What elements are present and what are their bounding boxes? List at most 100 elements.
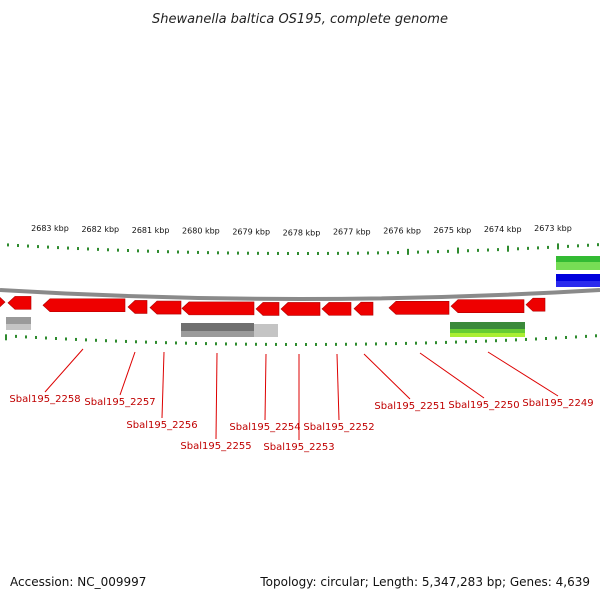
tick-mark bbox=[25, 335, 27, 339]
gene-arrow-sbal195-2250 bbox=[388, 301, 450, 315]
tick-mark bbox=[195, 341, 197, 345]
tick-mark bbox=[207, 251, 209, 255]
gene-arrow-sbal195-2253 bbox=[280, 302, 321, 316]
tick-mark bbox=[47, 245, 49, 249]
tick-mark bbox=[427, 250, 429, 254]
map-title: Shewanella baltica OS195, complete genom… bbox=[152, 12, 448, 27]
gene-label: Sbal195_2253 bbox=[263, 442, 334, 453]
gene-leader-line bbox=[487, 351, 559, 397]
gene-arrow-sbal195-2258 bbox=[42, 298, 126, 313]
tick-mark bbox=[175, 341, 177, 345]
blue-feature bbox=[556, 274, 600, 281]
gene-leader-line bbox=[336, 353, 340, 421]
scale-label: 2679 kbp bbox=[232, 228, 270, 237]
tick-mark bbox=[555, 336, 557, 340]
tick-mark bbox=[87, 247, 89, 251]
outer-tick-ring bbox=[7, 243, 599, 255]
tick-mark bbox=[345, 342, 347, 346]
tick-mark bbox=[235, 342, 237, 346]
gene-arrow-sbal195-2256 bbox=[149, 300, 182, 315]
tick-mark bbox=[535, 337, 537, 341]
blue-feature-shade bbox=[556, 281, 600, 287]
tick-mark bbox=[567, 244, 569, 248]
tick-mark bbox=[435, 341, 437, 345]
tick-mark bbox=[477, 248, 479, 252]
gene-label: Sbal195_2256 bbox=[126, 420, 197, 431]
tick-mark bbox=[335, 342, 337, 346]
tick-mark bbox=[337, 251, 339, 255]
gene-leader-line bbox=[419, 352, 485, 399]
tick-mark bbox=[275, 342, 277, 346]
scale-labels: 2683 kbp 2682 kbp 2681 kbp 2680 kbp 2679 kbp… bbox=[31, 224, 572, 238]
tick-mark bbox=[45, 336, 47, 340]
tick-mark bbox=[547, 245, 549, 249]
tick-mark bbox=[217, 251, 219, 255]
tick-mark bbox=[287, 251, 289, 255]
tick-mark bbox=[205, 342, 207, 346]
gene-arrow-sbal195-2249 bbox=[450, 299, 525, 313]
tick-mark bbox=[375, 342, 377, 346]
tick-mark bbox=[57, 246, 59, 250]
scale-label: 2682 kbp bbox=[81, 225, 119, 234]
scale-label: 2683 kbp bbox=[31, 224, 69, 233]
gene-arrow-sbal195-2251 bbox=[353, 301, 374, 316]
tick-mark bbox=[447, 249, 449, 253]
tick-mark bbox=[55, 336, 57, 340]
genome-summary-text: Topology: circular; Length: 5,347,283 bp… bbox=[259, 575, 590, 589]
gene-arrow-partial bbox=[0, 297, 6, 308]
tick-mark bbox=[445, 340, 447, 344]
tick-mark bbox=[357, 251, 359, 255]
tick-mark bbox=[277, 251, 279, 255]
tick-mark bbox=[305, 342, 307, 346]
gene-arrow-sbal195-2254 bbox=[255, 302, 280, 316]
scale-label: 2678 kbp bbox=[283, 229, 321, 238]
green-feature-shade bbox=[450, 329, 525, 333]
feature-track bbox=[0, 256, 600, 337]
gene-label: Sbal195_2251 bbox=[374, 401, 445, 412]
tick-mark bbox=[585, 334, 587, 338]
tick-mark bbox=[575, 335, 577, 339]
scale-label: 2681 kbp bbox=[132, 226, 170, 235]
tick-mark bbox=[167, 250, 169, 254]
gray-feature-shade bbox=[181, 331, 254, 337]
tick-mark bbox=[15, 334, 17, 338]
gene-label: Sbal195_2249 bbox=[522, 398, 593, 409]
tick-mark bbox=[265, 342, 267, 346]
gene-leader-line bbox=[363, 353, 411, 400]
tick-mark bbox=[245, 342, 247, 346]
tick-mark bbox=[347, 251, 349, 255]
gene-leader-line bbox=[119, 351, 136, 396]
gene-arrow bbox=[7, 296, 32, 310]
tick-mark bbox=[37, 245, 39, 249]
gene-label: Sbal195_2252 bbox=[303, 422, 374, 433]
gene-label: Sbal195_2254 bbox=[229, 422, 300, 433]
tick-mark bbox=[95, 338, 97, 342]
tick-mark bbox=[387, 251, 389, 255]
gene-label: Sbal195_2257 bbox=[84, 397, 155, 408]
tick-mark bbox=[495, 339, 497, 343]
tick-mark bbox=[545, 336, 547, 340]
tick-mark bbox=[467, 249, 469, 253]
tick-mark bbox=[185, 341, 187, 345]
tick-mark bbox=[145, 340, 147, 344]
tick-mark bbox=[327, 251, 329, 255]
gene-label: Sbal195_2258 bbox=[9, 394, 80, 405]
gray-feature bbox=[254, 324, 278, 337]
tick-mark bbox=[237, 251, 239, 255]
tick-mark bbox=[417, 250, 419, 254]
tick-mark bbox=[127, 249, 129, 253]
tick-mark bbox=[307, 251, 309, 255]
gene-arrow-sbal195-2255 bbox=[181, 301, 255, 316]
lime-feature bbox=[450, 333, 525, 337]
tick-mark bbox=[587, 243, 589, 247]
tick-mark bbox=[425, 341, 427, 345]
tick-mark bbox=[257, 251, 259, 255]
tick-mark bbox=[475, 339, 477, 343]
gene-leader-line bbox=[161, 351, 165, 419]
gene-arrow-sbal195-2252 bbox=[321, 302, 352, 316]
tick-mark bbox=[377, 251, 379, 255]
gene-leader-line bbox=[44, 348, 84, 393]
scale-label: 2677 kbp bbox=[333, 228, 371, 237]
tick-mark bbox=[7, 243, 9, 247]
tick-mark bbox=[397, 251, 399, 255]
